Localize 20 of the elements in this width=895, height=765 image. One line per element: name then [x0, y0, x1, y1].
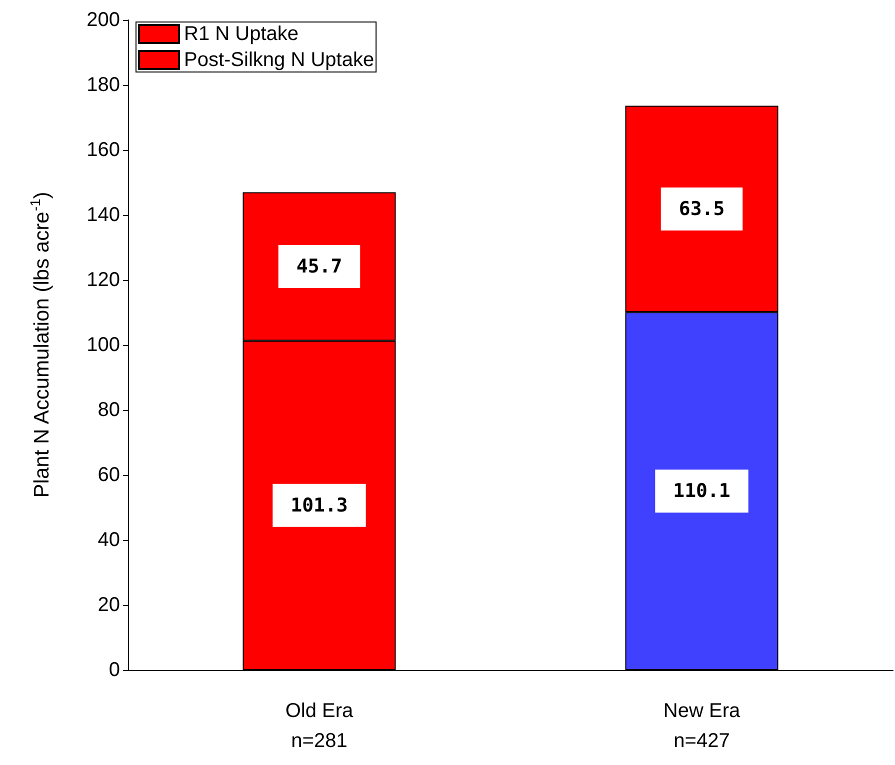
data-label: 63.5	[678, 198, 725, 220]
y-tick-label: 180	[86, 74, 120, 96]
y-tick-label: 80	[98, 399, 120, 421]
data-label: 101.3	[290, 494, 348, 516]
data-label: 45.7	[296, 256, 342, 278]
x-tick-label: Old Era n=281	[285, 700, 354, 752]
y-tick-label: 60	[98, 464, 120, 486]
y-tick-label: 140	[86, 204, 120, 226]
y-tick-label: 100	[86, 334, 120, 356]
y-tick-label: 40	[98, 529, 120, 551]
y-axis-title: Plant N Accumulation (lbs acre-1)	[27, 192, 54, 498]
y-tick-label: 120	[86, 269, 120, 291]
y-tick-label: 200	[86, 9, 120, 31]
y-tick-label: 20	[98, 594, 120, 616]
legend-label: R1 N Uptake	[184, 23, 298, 45]
legend-label: Post-Silkng N Uptake	[184, 49, 374, 71]
y-tick-label: 160	[86, 139, 120, 161]
x-tick-label: New Era n=427	[663, 700, 741, 752]
y-tick-label: 0	[108, 659, 120, 681]
data-label: 110.1	[673, 480, 730, 502]
